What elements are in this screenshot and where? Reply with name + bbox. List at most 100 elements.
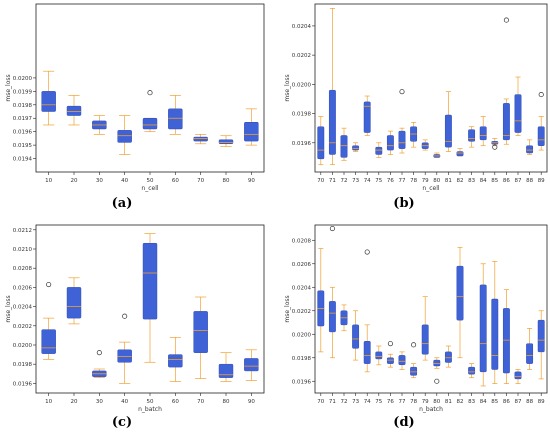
iqr-box [514, 94, 522, 133]
x-tick-label: 20 [71, 399, 78, 405]
iqr-box [363, 101, 371, 133]
box-72 [340, 304, 348, 332]
box-60 [168, 95, 183, 135]
iqr-box [66, 105, 82, 116]
x-tick-label: 10 [45, 399, 52, 405]
x-tick-label: 40 [121, 399, 128, 405]
iqr-box [218, 363, 234, 378]
y-tick-label: 0.0198 [13, 362, 33, 368]
iqr-box [363, 341, 371, 364]
iqr-box [168, 108, 183, 130]
y-tick-label: 0.0200 [292, 332, 312, 338]
y-tick-label: 0.0204 [13, 305, 33, 311]
box-84 [479, 116, 487, 147]
x-tick-label: 90 [248, 399, 255, 405]
box-90 [244, 349, 259, 381]
x-tick-label: 72 [341, 178, 348, 184]
x-tick-label: 79 [422, 178, 429, 184]
iqr-box [468, 366, 476, 375]
box-75 [375, 142, 383, 158]
iqr-box [502, 103, 510, 141]
outlier-point [46, 281, 52, 288]
iqr-box [375, 351, 383, 360]
box-71 [328, 225, 336, 359]
iqr-box [317, 126, 325, 160]
y-tick-label: 0.0204 [292, 24, 312, 30]
outlier-point [96, 350, 102, 356]
y-tick-label: 0.0196 [13, 130, 33, 136]
iqr-box [244, 122, 259, 142]
y-tick-label: 0.0196 [292, 379, 312, 385]
panel-label: (a) [112, 196, 133, 211]
x-tick-label: 77 [399, 399, 406, 405]
chart-panel-3: 0.0196 0.0198 0.0200 0.0202 0.0204 0.0206 0.02… [5, 224, 265, 430]
iqr-box [514, 371, 522, 380]
y-axis-label: mse_loss [5, 74, 12, 101]
iqr-box [479, 284, 487, 373]
box-80 [433, 152, 441, 158]
iqr-box [117, 349, 132, 363]
x-tick-label: 76 [387, 399, 394, 405]
iqr-box [526, 343, 534, 364]
x-tick-label: 75 [375, 178, 382, 184]
x-axis-label: n_cell [422, 185, 439, 192]
x-tick-label: 70 [317, 399, 324, 405]
iqr-box [410, 366, 418, 376]
box-77 [398, 351, 406, 370]
iqr-box [41, 91, 56, 112]
x-tick-label: 85 [491, 399, 498, 405]
outlier-point [329, 225, 335, 232]
x-tick-label: 50 [147, 399, 154, 405]
iqr-box [502, 308, 510, 374]
box-79 [421, 139, 429, 151]
box-30 [92, 115, 107, 135]
y-tick-label: 0.0208 [292, 238, 312, 244]
iqr-box [340, 135, 348, 158]
outlier-point [411, 342, 417, 348]
box-70 [193, 296, 208, 379]
x-tick-label: 70 [197, 178, 204, 184]
x-tick-label: 30 [96, 399, 103, 405]
x-tick-label: 84 [480, 178, 487, 184]
y-tick-label: 0.0197 [13, 116, 33, 122]
y-tick-label: 0.0206 [13, 285, 33, 291]
x-tick-label: 89 [538, 399, 545, 405]
box-82 [456, 246, 464, 359]
box-76 [386, 341, 394, 368]
iqr-box [244, 358, 259, 372]
box-50 [142, 233, 158, 363]
iqr-box [456, 265, 464, 321]
iqr-box [117, 130, 132, 143]
x-tick-label: 85 [491, 178, 498, 184]
x-tick-label: 80 [433, 399, 440, 405]
x-tick-label: 70 [197, 399, 204, 405]
iqr-box [352, 324, 360, 349]
box-82 [456, 148, 464, 157]
panel-label: (b) [393, 196, 414, 211]
y-tick-label: 0.0208 [13, 266, 33, 272]
iqr-box [386, 357, 394, 364]
box-79 [421, 296, 429, 361]
box-88 [526, 139, 534, 155]
outlier-point [364, 249, 370, 255]
box-83 [468, 363, 476, 379]
x-tick-label: 82 [457, 178, 464, 184]
iqr-box [468, 129, 476, 142]
box-74 [363, 95, 371, 136]
outlier-point [122, 313, 128, 319]
box-75 [375, 345, 383, 366]
x-tick-label: 10 [45, 178, 52, 184]
box-50 [142, 90, 158, 133]
iqr-box [421, 324, 429, 355]
box-83 [468, 126, 476, 148]
box-10 [41, 281, 56, 360]
box-88 [526, 328, 534, 370]
iqr-box [433, 359, 441, 367]
outlier-point [538, 92, 544, 98]
box-77 [398, 89, 406, 154]
x-tick-label: 71 [329, 178, 336, 184]
x-tick-label: 80 [433, 178, 440, 184]
x-tick-label: 82 [457, 399, 464, 405]
outlier-point [503, 17, 509, 23]
iqr-box [537, 126, 545, 146]
